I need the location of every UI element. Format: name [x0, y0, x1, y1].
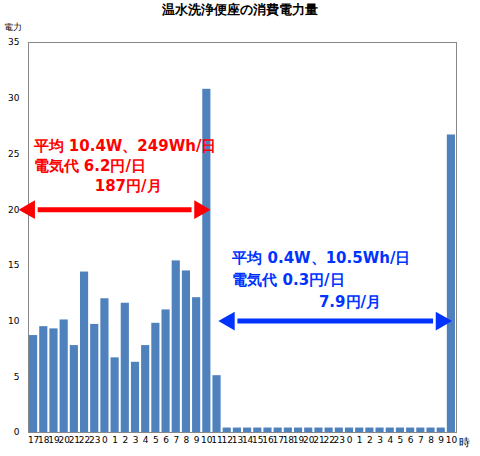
svg-text:25: 25 — [8, 149, 19, 159]
svg-text:平均 0.4W、10.5Wh/日: 平均 0.4W、10.5Wh/日 — [231, 249, 410, 267]
svg-text:電気代 6.2円/日: 電気代 6.2円/日 — [34, 157, 146, 175]
svg-text:10: 10 — [446, 435, 458, 445]
svg-text:7.9円/月: 7.9円/月 — [319, 293, 381, 311]
svg-text:20: 20 — [8, 205, 20, 215]
svg-text:0: 0 — [347, 435, 353, 445]
svg-text:2: 2 — [367, 435, 373, 445]
html-text:19 20 21 22: 19 20 21 22 — [292, 434, 335, 445]
svg-text:電力: 電力 — [4, 22, 22, 32]
svg-text:電気代 0.3円/日: 電気代 0.3円/日 — [232, 271, 344, 289]
svg-text:187円/月: 187円/月 — [95, 177, 162, 195]
svg-text:0: 0 — [102, 435, 108, 445]
svg-text:22: 22 — [78, 434, 91, 445]
html-text:14 15 16 17 18: 14 15 16 17 18 — [241, 434, 295, 445]
svg-text:35: 35 — [8, 37, 19, 47]
svg-text:5: 5 — [398, 435, 404, 445]
svg-text:23: 23 — [334, 435, 345, 445]
svg-text:4: 4 — [387, 435, 393, 445]
svg-text:5: 5 — [14, 372, 20, 382]
svg-text:6: 6 — [408, 435, 414, 445]
html-text:17 18 19 20 21: 17 18 19 20 21 — [27, 434, 81, 445]
svg-text:9: 9 — [438, 435, 444, 445]
svg-text:7: 7 — [173, 435, 179, 445]
svg-text:5: 5 — [153, 435, 159, 445]
svg-text:6: 6 — [163, 435, 169, 445]
svg-text:15: 15 — [8, 260, 19, 270]
svg-text:4: 4 — [143, 435, 149, 445]
svg-text:1: 1 — [357, 435, 363, 445]
svg-text:8: 8 — [184, 435, 190, 445]
html-text:10 11 12 13: 10 11 12 13 — [201, 434, 244, 445]
svg-text:時: 時 — [459, 436, 470, 449]
svg-text:30: 30 — [8, 93, 20, 103]
svg-text:0: 0 — [14, 427, 20, 437]
svg-text:3: 3 — [377, 435, 383, 445]
svg-text:1: 1 — [112, 435, 118, 445]
svg-text:23: 23 — [89, 435, 100, 445]
svg-text:2: 2 — [122, 435, 128, 445]
svg-text:8: 8 — [428, 435, 434, 445]
svg-text:3: 3 — [133, 435, 139, 445]
svg-text:10: 10 — [8, 316, 20, 326]
svg-text:7: 7 — [418, 435, 424, 445]
html-text:温水洗浄便座の消費電力量: 温水洗浄便座の消費電力量 — [162, 2, 318, 17]
svg-text:9: 9 — [194, 435, 200, 445]
svg-text:平均 10.4W、249Wh/日: 平均 10.4W、249Wh/日 — [33, 137, 217, 155]
